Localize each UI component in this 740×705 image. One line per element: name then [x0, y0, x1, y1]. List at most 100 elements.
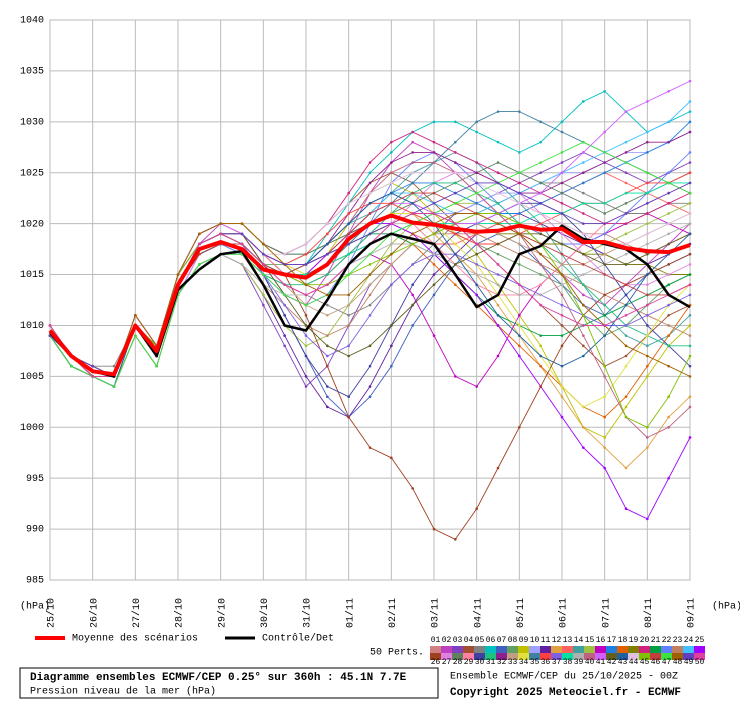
chart-title: Diagramme ensembles ECMWF/CEP 0.25° sur …: [30, 672, 407, 684]
legend-swatch: [540, 653, 551, 660]
point: [646, 364, 649, 368]
point: [475, 120, 478, 124]
point: [539, 334, 542, 337]
point: [539, 191, 542, 195]
point: [688, 293, 692, 297]
point: [560, 120, 564, 124]
point: [432, 527, 436, 531]
point: [475, 130, 478, 134]
point: [624, 222, 628, 225]
point: [646, 181, 649, 185]
point: [646, 212, 649, 215]
legend-label: 16: [596, 636, 606, 645]
point: [539, 344, 542, 348]
point: [390, 364, 393, 368]
point: [390, 201, 393, 205]
point: [560, 130, 564, 134]
point: [539, 232, 542, 236]
legend-label: 45: [640, 658, 650, 667]
point: [283, 344, 286, 348]
y-tick-label: 1040: [20, 16, 44, 27]
point: [667, 222, 670, 225]
point: [560, 334, 564, 337]
x-tick-label: 29/10: [216, 598, 228, 628]
x-tick-label: 26/10: [88, 598, 100, 628]
point: [603, 263, 606, 266]
point: [390, 283, 393, 287]
point: [646, 191, 649, 195]
x-tick-label: 09/11: [686, 598, 698, 628]
point: [539, 293, 542, 297]
legend-swatch: [672, 646, 683, 653]
point: [646, 375, 649, 378]
legend-swatch: [639, 646, 650, 653]
legend-label: 35: [530, 658, 540, 667]
legend-swatch: [452, 653, 463, 660]
legend-swatch: [562, 653, 573, 660]
point: [347, 354, 350, 358]
point: [603, 446, 606, 449]
legend-swatch: [595, 653, 606, 660]
point: [667, 425, 670, 429]
point: [368, 263, 372, 266]
legend-label: 41: [596, 658, 606, 667]
point: [603, 212, 606, 215]
x-tick-label: 03/11: [430, 598, 442, 628]
point: [432, 293, 436, 297]
point: [390, 140, 393, 144]
legend-label: 37: [552, 658, 562, 667]
point: [582, 181, 585, 185]
point: [347, 395, 350, 399]
point: [646, 334, 649, 337]
point: [646, 313, 649, 317]
point: [688, 252, 692, 256]
legend-swatch: [507, 653, 518, 660]
point: [646, 222, 649, 225]
point: [560, 151, 564, 154]
point: [326, 303, 329, 307]
legend-swatch: [606, 653, 617, 660]
point: [603, 415, 606, 419]
point: [454, 263, 457, 266]
point: [560, 171, 564, 175]
title-box: [19, 667, 439, 699]
legend-swatch: [573, 646, 584, 653]
point: [539, 283, 542, 287]
point: [560, 212, 564, 215]
point: [219, 222, 222, 225]
point: [496, 181, 500, 185]
point: [326, 273, 329, 276]
series-line: [48, 213, 691, 377]
point: [454, 232, 457, 236]
legend-label: 42: [607, 658, 617, 667]
point: [496, 263, 500, 266]
point: [411, 151, 414, 154]
point: [560, 232, 564, 236]
point: [582, 273, 585, 276]
point: [582, 100, 585, 103]
point: [646, 100, 649, 103]
point: [262, 242, 265, 246]
point: [560, 324, 564, 327]
point: [432, 181, 436, 185]
point: [496, 283, 500, 287]
legend-label: 36: [541, 658, 551, 667]
point: [304, 303, 308, 307]
y-tick-label: 1005: [20, 372, 44, 383]
point: [411, 324, 414, 327]
legend-swatch: [463, 646, 474, 653]
point: [560, 191, 564, 195]
point: [582, 303, 585, 307]
point: [667, 283, 670, 287]
legend-swatch: [485, 646, 496, 653]
point: [582, 222, 585, 225]
point: [326, 313, 329, 317]
point: [368, 201, 372, 205]
y-unit-left: (hPa): [20, 601, 50, 613]
point: [347, 212, 350, 215]
legend-label: 08: [508, 636, 518, 645]
point: [326, 395, 329, 399]
point: [475, 507, 478, 511]
point: [539, 303, 542, 307]
legend-swatch: [650, 653, 661, 660]
